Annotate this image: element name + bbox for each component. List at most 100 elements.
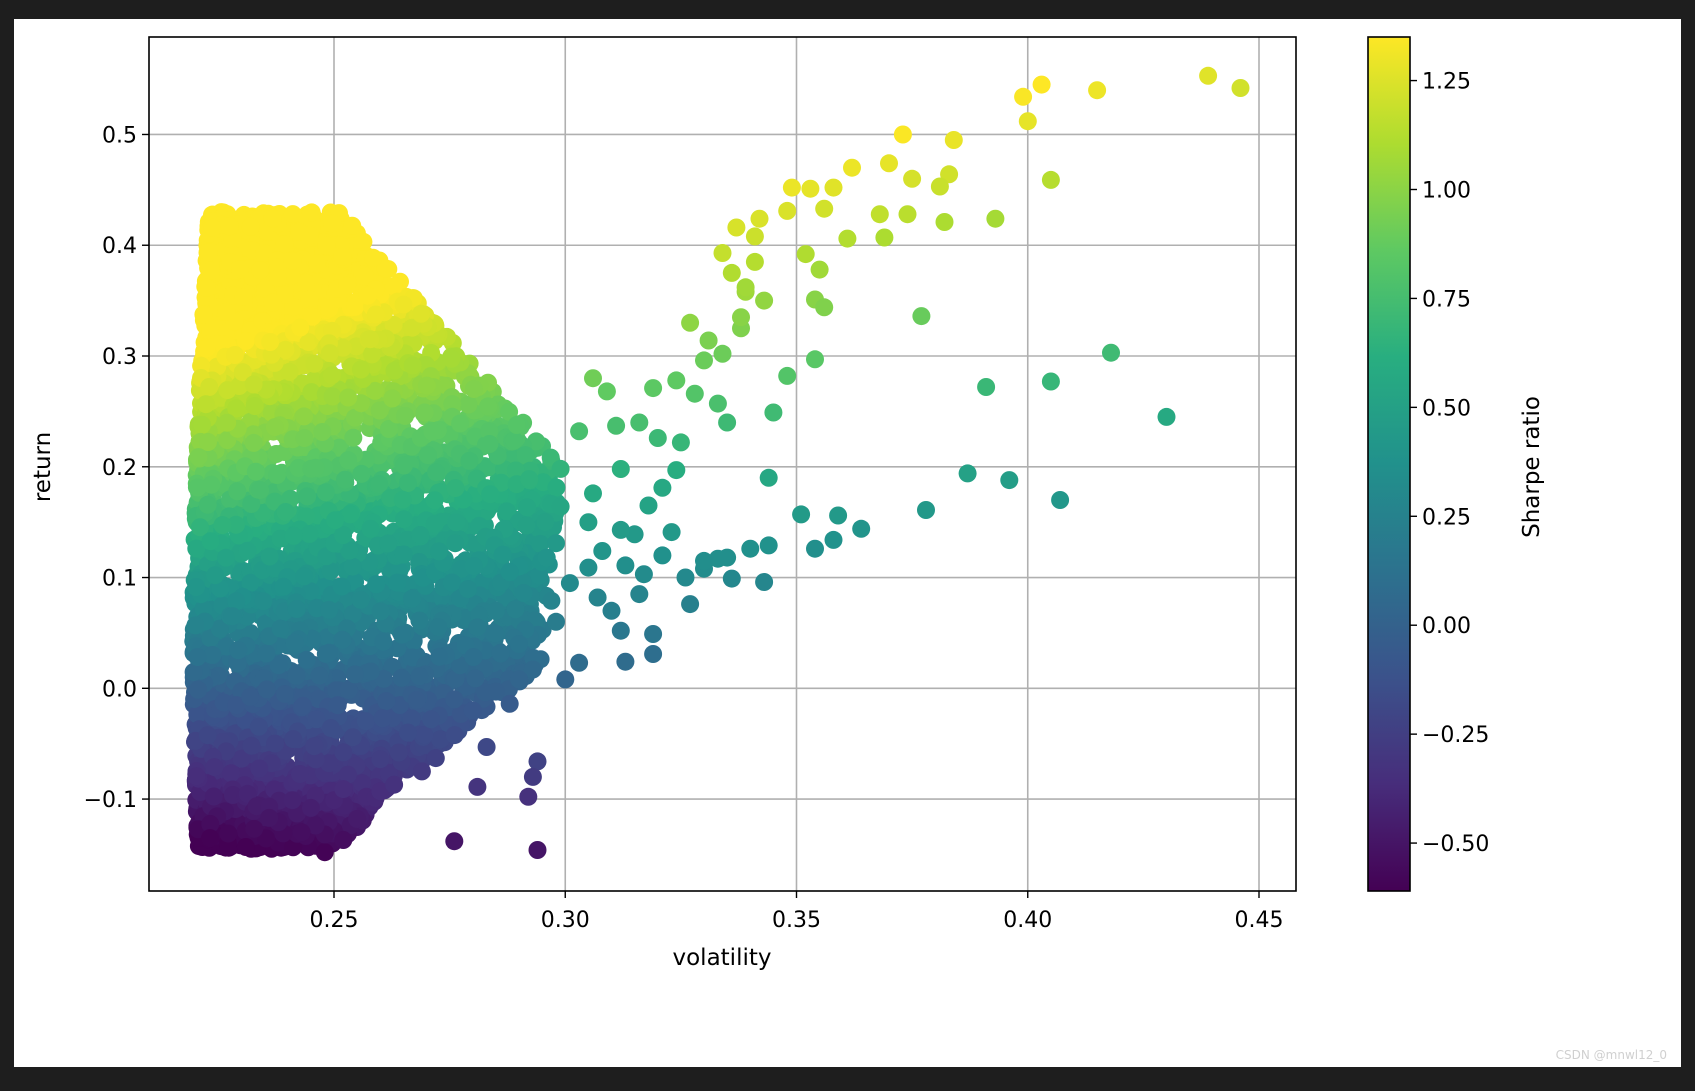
y-tick-label: −0.1 [84, 788, 137, 813]
scatter-point [415, 726, 434, 744]
scatter-point [218, 381, 237, 400]
scatter-point [220, 217, 239, 236]
scatter-point [302, 383, 321, 402]
scatter-point [351, 590, 370, 609]
scatter-point [445, 690, 464, 709]
scatter-point [415, 403, 434, 422]
scatter-point [317, 236, 336, 255]
scatter-point [292, 823, 311, 842]
scatter-point [189, 448, 208, 467]
scatter-point [806, 539, 824, 558]
scatter-point [699, 331, 718, 350]
scatter-point [282, 267, 301, 286]
x-tick-label: 0.45 [1235, 908, 1284, 933]
scatter-point [560, 574, 579, 593]
scatter-point [750, 209, 769, 228]
scatter-point [321, 719, 340, 738]
scatter-point [464, 557, 483, 575]
scatter-point [268, 466, 286, 484]
y-tick-label: 0.5 [102, 123, 137, 148]
scatter-point [188, 705, 207, 724]
scatter-point [547, 534, 565, 553]
scatter-point [506, 600, 525, 619]
scatter-point [206, 566, 225, 585]
scatter-point [379, 534, 398, 553]
scatter-point [205, 758, 224, 777]
scatter-point [201, 815, 220, 833]
scatter-point [685, 384, 704, 403]
scatter-point [407, 691, 426, 709]
scatter-point [301, 582, 320, 601]
scatter-point [824, 178, 843, 197]
scatter-point [189, 680, 208, 699]
scatter-point [199, 433, 217, 451]
y-tick-label: 0.4 [102, 234, 137, 259]
scatter-point [245, 819, 264, 838]
scatter-point [320, 344, 339, 363]
scatter-point [385, 775, 404, 794]
scatter-point [305, 354, 324, 373]
scatter-point [611, 520, 630, 539]
scatter-point [299, 333, 318, 352]
scatter-point [505, 431, 524, 450]
scatter-point [667, 371, 686, 390]
scatter-point [815, 298, 834, 317]
scatter-point [403, 318, 422, 337]
scatter-point [479, 397, 498, 416]
scatter-point [806, 350, 824, 369]
scatter-point [459, 395, 478, 414]
scatter-point [537, 548, 556, 567]
scatter-point [667, 461, 686, 480]
scatter-point [1018, 112, 1037, 131]
scatter-point [260, 547, 279, 566]
scatter-point [219, 824, 238, 843]
scatter-point [662, 523, 681, 542]
scatter-point [361, 519, 380, 538]
colorbar-tick-label: −0.50 [1422, 832, 1489, 857]
scatter-point [898, 205, 917, 224]
scatter-point [843, 158, 861, 177]
scatter-point [257, 680, 276, 699]
x-tick-label: 0.35 [772, 908, 821, 933]
scatter-point [392, 625, 411, 644]
scatter-point [708, 394, 727, 413]
scatter-point [425, 514, 444, 533]
scatter-point [713, 244, 732, 262]
scatter-point [518, 498, 537, 517]
scatter-point [398, 474, 417, 492]
scatter-point [579, 558, 598, 577]
scatter-point [295, 567, 314, 586]
scatter-point [366, 305, 385, 324]
scatter-point [468, 777, 487, 796]
scatter-point [334, 526, 353, 545]
scatter-point [394, 295, 413, 314]
colorbar-tick-label: −0.25 [1422, 723, 1489, 748]
scatter-point [446, 479, 465, 498]
scatter-point [745, 227, 764, 246]
scatter-point [320, 643, 338, 662]
scatter-point [597, 382, 616, 401]
scatter-point [371, 782, 390, 801]
scatter-point [223, 607, 242, 626]
scatter-point [340, 541, 359, 560]
scatter-point [246, 462, 265, 481]
scatter-point [570, 422, 589, 441]
scatter-point [332, 577, 351, 596]
scatter-point [287, 600, 306, 618]
scatter-point [463, 701, 482, 720]
scatter-point [486, 682, 505, 701]
scatter-point [1041, 372, 1060, 391]
scatter-point [447, 513, 466, 532]
scatter-point [344, 428, 363, 447]
scatter-point [361, 662, 380, 681]
scatter-point [194, 305, 213, 324]
scatter-point [829, 506, 848, 525]
scatter-point [333, 247, 352, 266]
scatter-point [875, 228, 894, 247]
scatter-point [200, 378, 219, 396]
scatter-point [1051, 491, 1070, 509]
scatter-point [430, 647, 449, 666]
scatter-point [373, 709, 392, 728]
scatter-point [958, 464, 977, 483]
scatter-point [269, 656, 288, 675]
